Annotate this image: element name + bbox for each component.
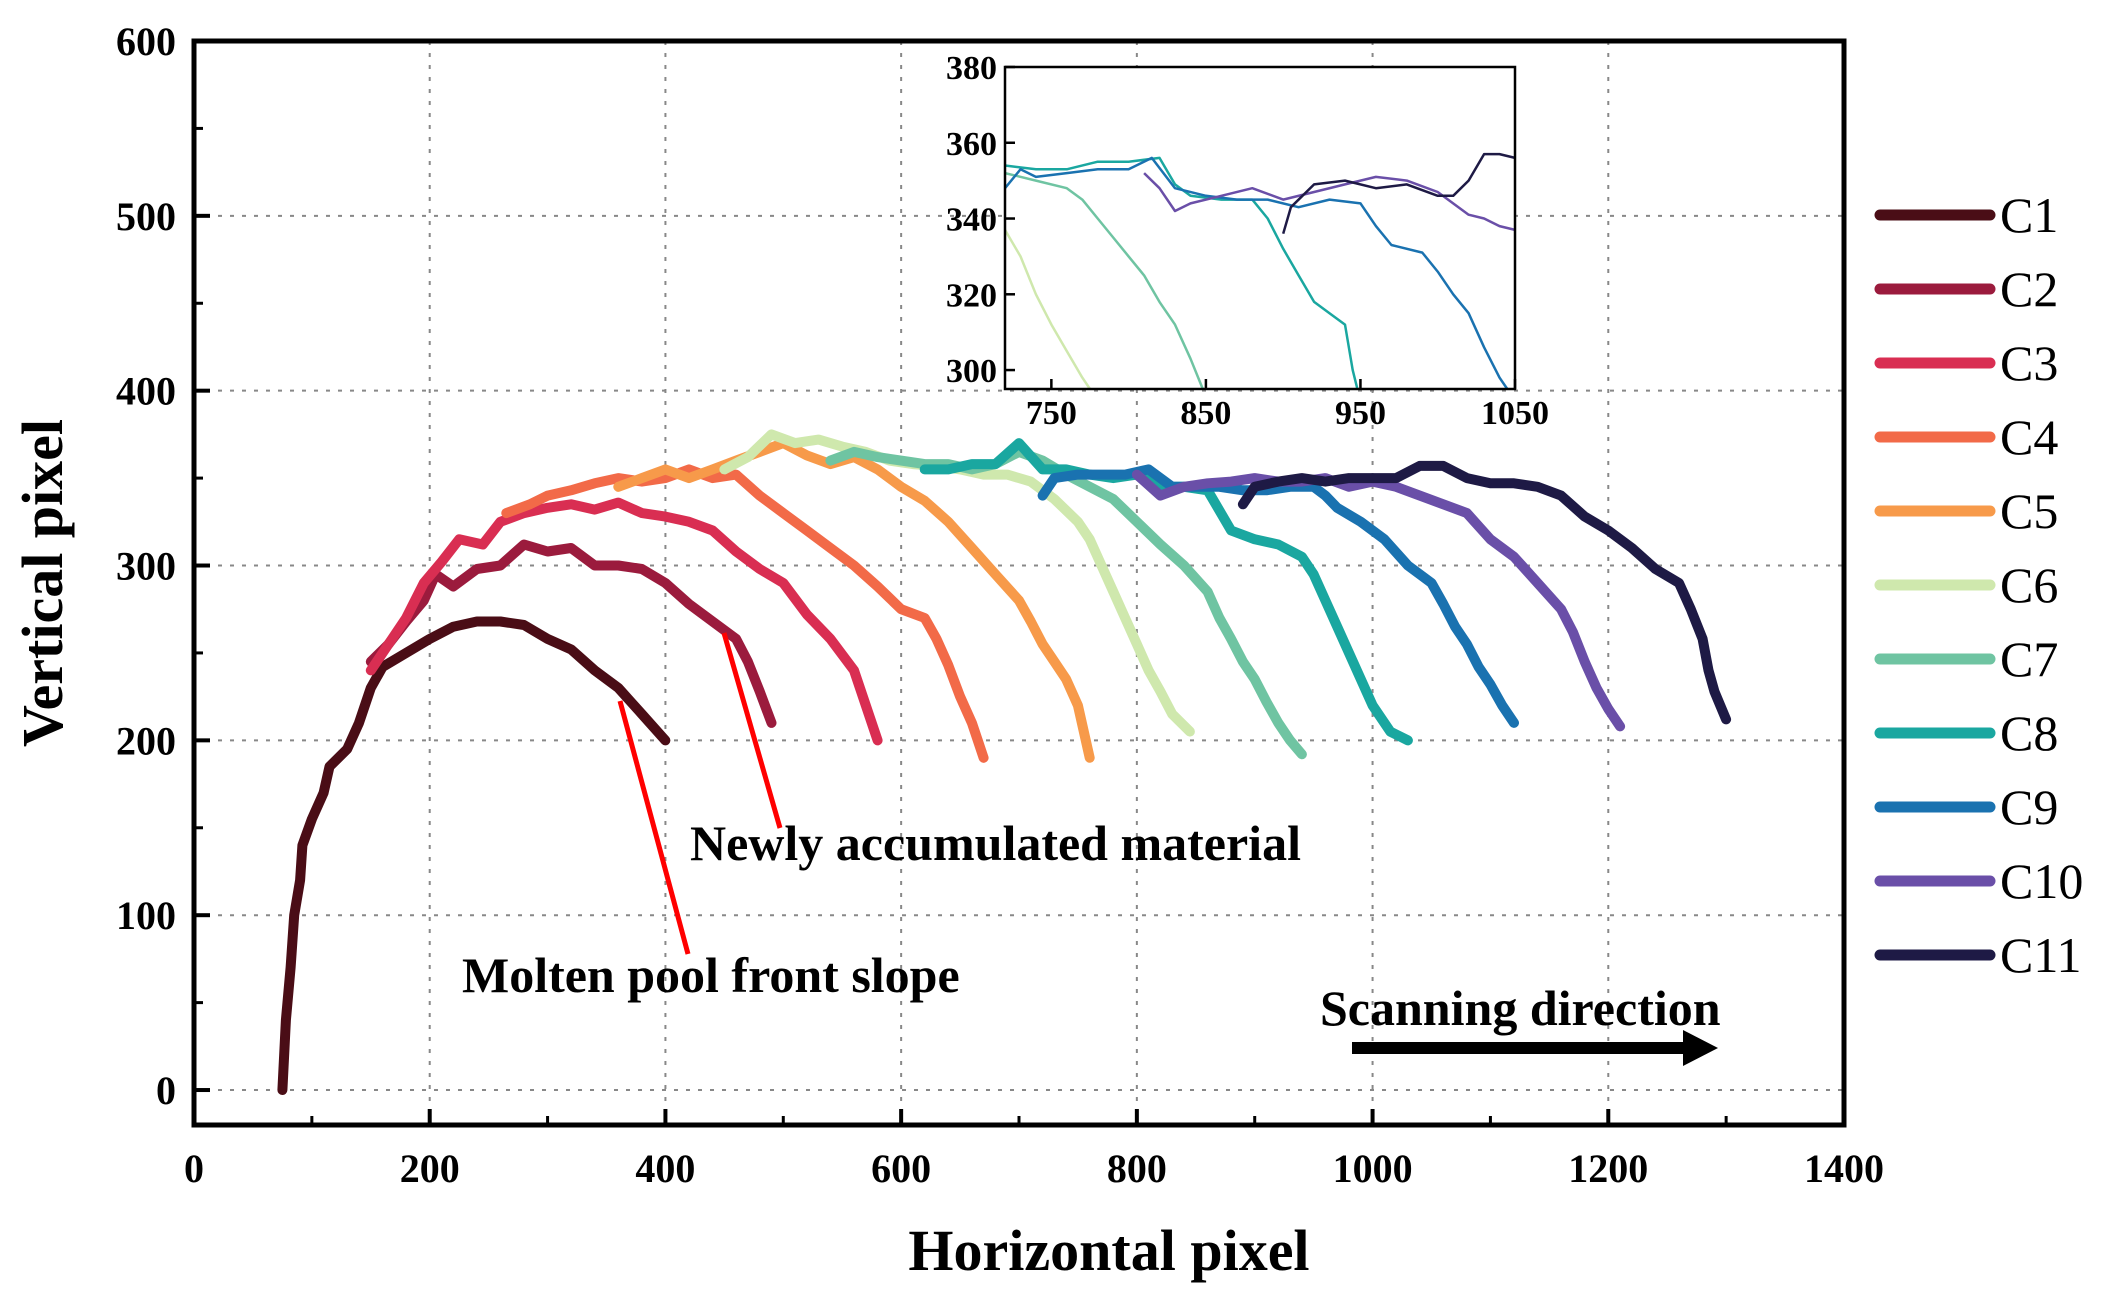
- series-line-c2: [365, 539, 777, 728]
- legend-label-c6: C6: [2000, 557, 2058, 613]
- legend-label-c7: C7: [2000, 631, 2058, 687]
- legend-label-c8: C8: [2000, 705, 2058, 761]
- inset-x-tick-label: 750: [1026, 395, 1077, 432]
- series-line-c3: [365, 497, 883, 746]
- legend-label-c9: C9: [2000, 779, 2058, 835]
- inset-series-layer: [1003, 152, 1516, 390]
- y-tick-label: 0: [156, 1068, 176, 1113]
- inset-y-tick-label: 360: [946, 126, 997, 163]
- x-tick-label: 600: [871, 1146, 931, 1191]
- annotation-arrow-newly-accumulated: [721, 632, 783, 829]
- series-line-c6: [719, 429, 1195, 737]
- inset-frame: [1003, 65, 1517, 391]
- x-tick-label: 1200: [1568, 1146, 1648, 1191]
- annotation-molten-pool: Molten pool front slope: [462, 947, 960, 1003]
- y-axis-ticks: 0 100 200 300 400 500 600: [116, 19, 210, 1113]
- y-tick-label: 100: [116, 893, 176, 938]
- legend-label-c1: C1: [2000, 187, 2058, 243]
- legend-label-c3: C3: [2000, 335, 2058, 391]
- inset-series-line-c9: [1004, 156, 1509, 390]
- legend-label-c5: C5: [2000, 483, 2058, 539]
- inset-y-tick-label: 300: [946, 353, 997, 390]
- legend-label-c11: C11: [2000, 927, 2082, 983]
- annotation-newly-accumulated: Newly accumulated material: [690, 815, 1301, 871]
- x-tick-label: 400: [635, 1146, 695, 1191]
- legend-label-c2: C2: [2000, 261, 2058, 317]
- x-tick-label: 1400: [1804, 1146, 1884, 1191]
- inset-y-tick-label: 320: [946, 277, 997, 314]
- series-line-c1: [277, 616, 671, 1095]
- legend-label-c4: C4: [2000, 409, 2058, 465]
- series-line-c10: [1131, 469, 1626, 732]
- y-tick-label: 300: [116, 544, 176, 589]
- inset-x-tick-label: 850: [1180, 395, 1231, 432]
- series-line-c11: [1237, 460, 1732, 725]
- series-line-c4: [501, 464, 989, 763]
- x-tick-label: 1000: [1333, 1146, 1413, 1191]
- inset-plot: 750 850 950 1050 300 320 340 360 380: [946, 50, 1549, 432]
- inset-y-tick-label: 380: [946, 50, 997, 87]
- y-tick-label: 600: [116, 19, 176, 64]
- series-layer: [277, 429, 1732, 1095]
- inset-y-tick-label: 340: [946, 202, 997, 239]
- x-tick-label: 200: [400, 1146, 460, 1191]
- inset-series-line-c6: [1003, 229, 1092, 390]
- series-line-c9: [1037, 464, 1519, 728]
- annotation-scanning-direction: Scanning direction: [1320, 980, 1721, 1036]
- y-tick-label: 500: [116, 194, 176, 239]
- series-line-c7: [825, 446, 1307, 760]
- x-tick-label: 0: [184, 1146, 204, 1191]
- x-axis-ticks: 0 200 400 600 800 1000 1200 1400: [184, 1109, 1884, 1191]
- scanning-direction-arrowhead: [1683, 1030, 1718, 1066]
- legend-label-c10: C10: [2000, 853, 2083, 909]
- inset-series-line-c11: [1281, 152, 1516, 235]
- inset-series-line-c7: [1004, 171, 1204, 390]
- y-axis-title: Vertical pixel: [10, 419, 75, 747]
- series-line-c5: [613, 438, 1095, 763]
- main-plot: 0 200 400 600 800 1000 1200 1400 0 100 200 300 400 5…: [116, 19, 1884, 1191]
- y-tick-label: 200: [116, 718, 176, 763]
- inset-x-tick-label: 950: [1335, 395, 1386, 432]
- inset-background: [1005, 67, 1515, 389]
- y-tick-label: 400: [116, 369, 176, 414]
- inset-x-tick-label: 1050: [1481, 395, 1549, 432]
- annotations: Newly accumulated material Molten pool f…: [462, 632, 1721, 1066]
- x-tick-label: 800: [1107, 1146, 1167, 1191]
- x-axis-title: Horizontal pixel: [908, 1218, 1309, 1283]
- inset-ticks: 750 850 950 1050 300 320 340 360 380: [946, 50, 1549, 432]
- inset-series-line-c10: [1143, 172, 1516, 232]
- legend: C1 C2 C3 C4 C5 C6 C7 C8 C9 C10 C11: [1874, 187, 2083, 983]
- annotation-arrow-molten-pool: [617, 700, 691, 955]
